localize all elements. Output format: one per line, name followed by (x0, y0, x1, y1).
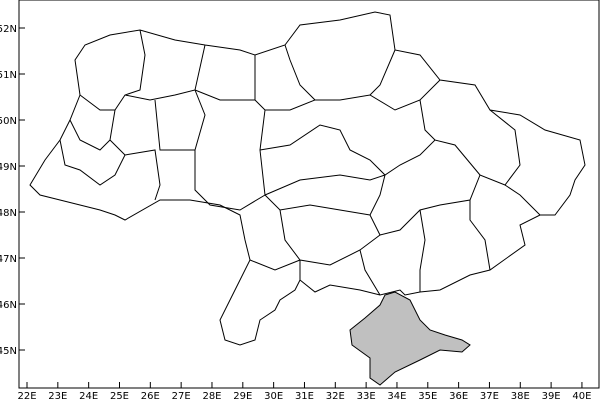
x-tick-label: 27E (172, 391, 191, 400)
x-tick-label: 28E (202, 391, 221, 400)
x-tick-label: 29E (233, 391, 252, 400)
y-tick-label: 51N (0, 70, 17, 81)
oblast-boundaries (59, 29, 541, 296)
x-tick-label: 33E (357, 391, 376, 400)
ukraine-oblasts (29, 11, 586, 386)
x-tick-label: 30E (264, 391, 283, 400)
y-tick-label: 48N (0, 208, 17, 219)
map-frame (18, 0, 600, 389)
crimea-region (349, 291, 471, 386)
x-tick-label: 36E (449, 391, 468, 400)
x-tick-label: 32E (326, 391, 345, 400)
x-tick-label: 35E (418, 391, 437, 400)
x-tick-label: 26E (141, 391, 160, 400)
x-tick-label: 38E (511, 391, 530, 400)
y-tick-label: 46N (0, 300, 17, 311)
y-axis: 52N 51N 50N 49N 48N 47N 46N 45N (0, 24, 25, 357)
x-axis: 22E 23E 24E 25E 26E 27E 28E 29E 30E 31E 32E 33E 34E 3… (17, 382, 591, 402)
y-tick-label: 50N (0, 116, 17, 127)
x-tick-label: 25E (110, 391, 129, 400)
y-tick-label: 52N (0, 24, 17, 35)
x-tick-label: 40E (572, 391, 591, 400)
y-tick-label: 49N (0, 162, 17, 173)
x-tick-label: 22E (17, 391, 36, 400)
x-tick-label: 24E (79, 391, 98, 400)
y-tick-label: 47N (0, 254, 17, 265)
x-tick-label: 37E (480, 391, 499, 400)
y-tick-label: 45N (0, 346, 17, 357)
country-outline (29, 11, 586, 346)
x-tick-label: 31E (295, 391, 314, 400)
x-tick-label: 39E (542, 391, 561, 400)
x-tick-label: 34E (387, 391, 406, 400)
x-tick-label: 23E (48, 391, 67, 400)
